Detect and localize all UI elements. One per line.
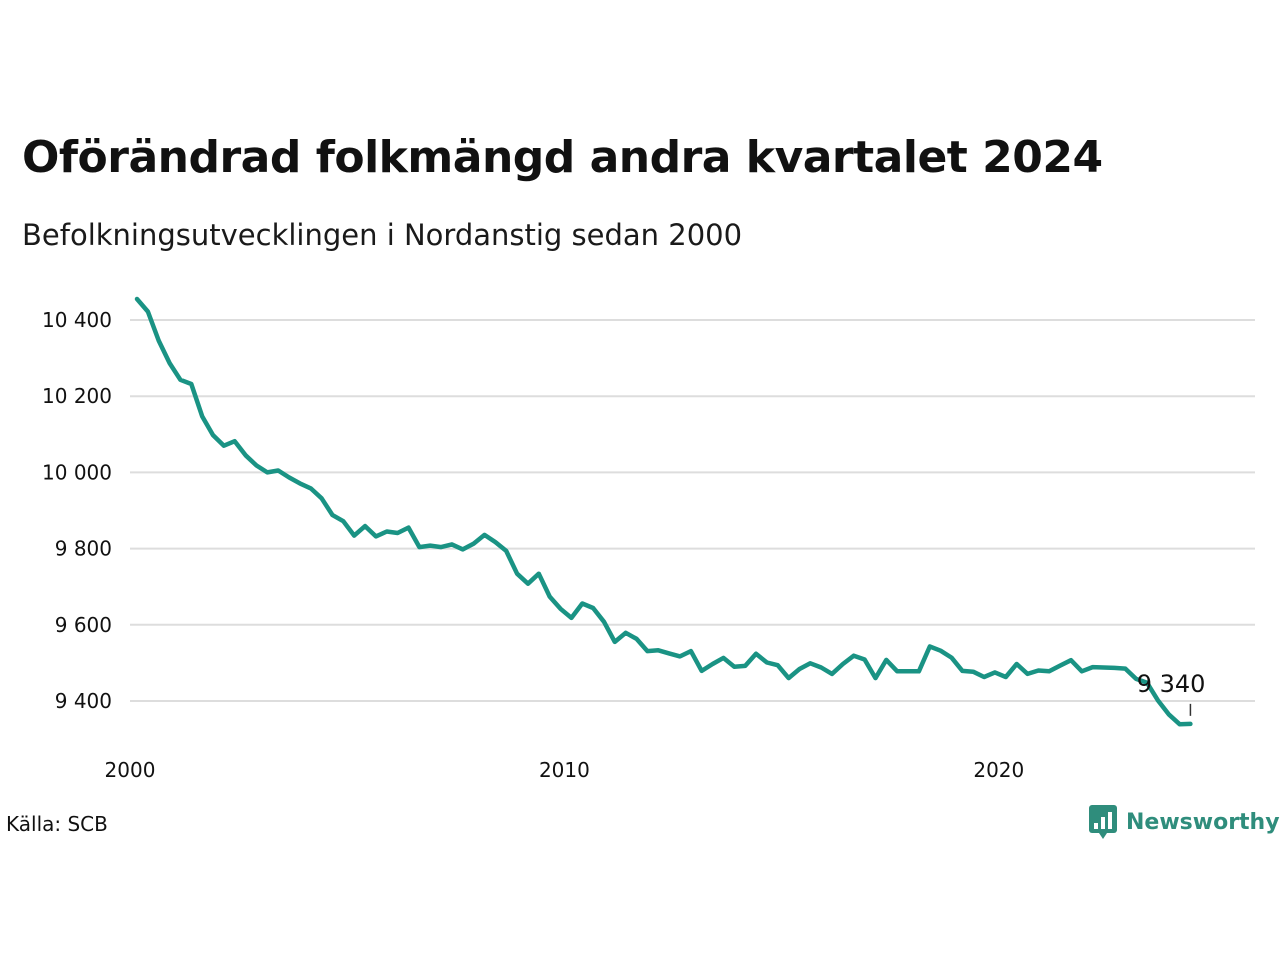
series-layer bbox=[134, 296, 1193, 727]
brand-name: Newsworthy bbox=[1126, 809, 1280, 835]
x-tick-label: 2020 bbox=[973, 758, 1024, 782]
grid-layer bbox=[130, 319, 1255, 702]
brand-logo[interactable]: Newsworthy bbox=[1088, 804, 1280, 840]
y-tick-label: 9 600 bbox=[55, 613, 112, 637]
x-tick-label: 2000 bbox=[105, 758, 156, 782]
source-note: Källa: SCB bbox=[6, 812, 108, 836]
annotation-layer: 9 340 bbox=[1137, 670, 1206, 716]
y-tick-label: 10 200 bbox=[42, 384, 112, 408]
x-axis-ticks: 2000 2010 2020 bbox=[105, 758, 1025, 782]
newsworthy-logo-icon bbox=[1089, 805, 1117, 839]
chart-title: Oförändrad folkmängd andra kvartalet 202… bbox=[22, 132, 1103, 183]
y-tick-label: 9 400 bbox=[55, 689, 112, 713]
y-tick-label: 10 400 bbox=[42, 308, 112, 332]
x-tick-label: 2010 bbox=[539, 758, 590, 782]
chart-subtitle: Befolkningsutvecklingen i Nordanstig sed… bbox=[22, 218, 743, 252]
series-line bbox=[134, 296, 1193, 727]
y-tick-label: 10 000 bbox=[42, 460, 112, 484]
y-tick-label: 9 800 bbox=[55, 537, 112, 561]
y-axis-ticks: 9 400 9 600 9 800 10 000 10 200 10 400 bbox=[42, 308, 112, 713]
end-value-label: 9 340 bbox=[1137, 670, 1206, 698]
